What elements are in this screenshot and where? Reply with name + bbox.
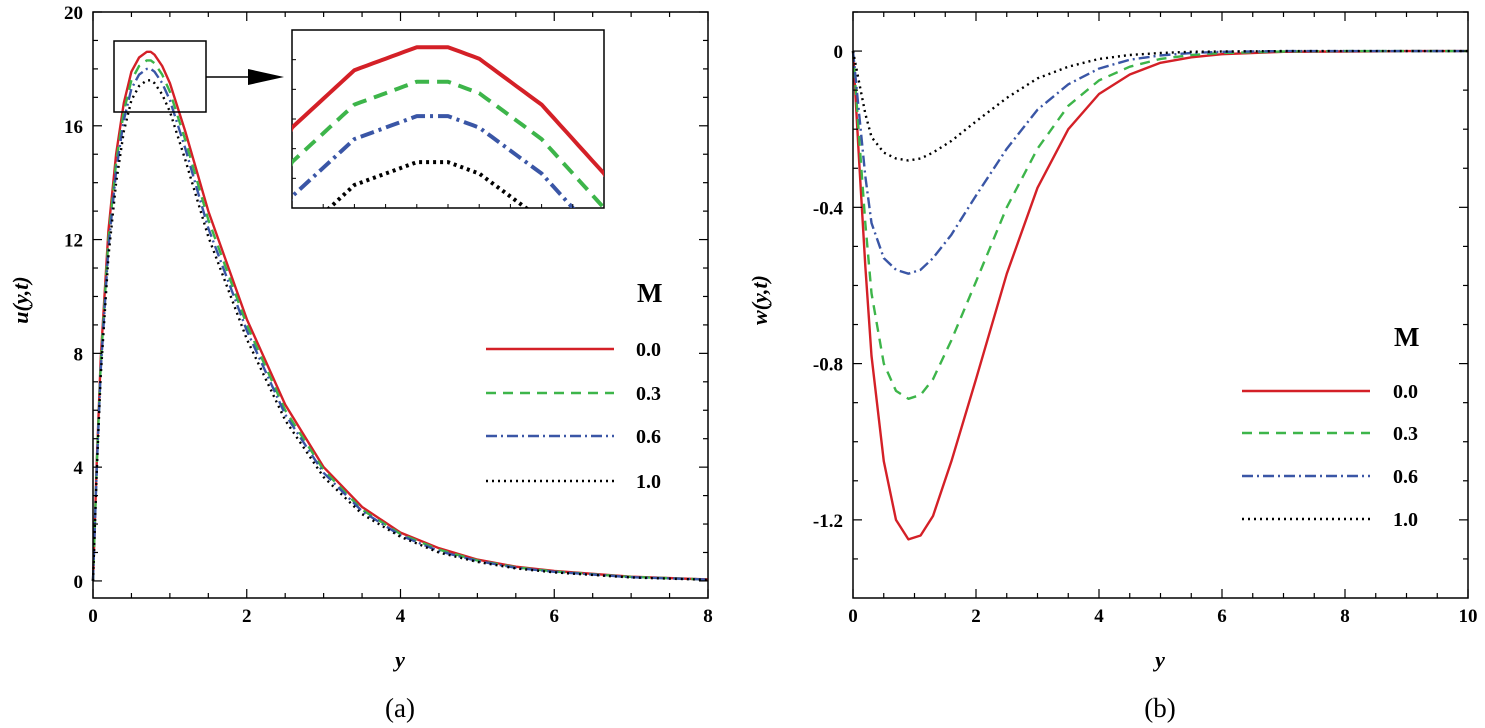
panel-a-legend-label-3: 1.0 bbox=[636, 471, 661, 493]
panel-a-inset bbox=[291, 29, 605, 209]
panel-a-ytick-label: 16 bbox=[64, 117, 83, 138]
panel-a-ytick-label: 0 bbox=[74, 572, 84, 593]
panel-a-legend-entries: 0.0 0.3 0.6 1.0 bbox=[486, 339, 661, 493]
panel-b-legend-title: M bbox=[1394, 322, 1419, 352]
panel-b-series-0-line bbox=[851, 49, 1468, 541]
panel-a-ytick-label: 8 bbox=[74, 344, 84, 365]
panel-a-legend-label-0: 0.0 bbox=[636, 339, 661, 361]
panel-a-xtick-label: 8 bbox=[703, 606, 713, 627]
panel-b-caption: (b) bbox=[1144, 693, 1175, 723]
panel-a-ytick-label: 12 bbox=[64, 231, 83, 252]
panel-a-inset-curves bbox=[292, 45, 604, 208]
panel-b-curves bbox=[851, 49, 1468, 541]
panel-b-xtick-label: 8 bbox=[1340, 606, 1350, 627]
panel-a-inset-ticks bbox=[291, 29, 605, 209]
panel-b-series-3-line bbox=[851, 49, 1468, 162]
panel-b-ytick-label: -0.8 bbox=[813, 355, 843, 376]
panel-a-inset-series-2-line bbox=[292, 114, 576, 208]
panel-a-series-0-line bbox=[91, 50, 709, 581]
panel-b-xtick-label: 10 bbox=[1459, 606, 1478, 627]
panel-b-series-2-line bbox=[851, 49, 1468, 275]
panel-b-legend-label-1: 0.3 bbox=[1393, 423, 1418, 445]
panel-a-caption: (a) bbox=[385, 693, 415, 723]
panel-a-xlabel: y bbox=[392, 647, 405, 672]
panel-a-zoom-arrowhead bbox=[248, 69, 284, 85]
panel-b-xtick-label: 4 bbox=[1094, 606, 1104, 627]
panel-b-legend-entries: 0.0 0.3 0.6 1.0 bbox=[1242, 381, 1418, 531]
panel-b-legend-label-3: 1.0 bbox=[1393, 509, 1418, 531]
panel-a-ytick-label: 20 bbox=[64, 3, 83, 24]
panel-b-legend-label-2: 0.6 bbox=[1393, 466, 1418, 488]
panel-a-legend-label-2: 0.6 bbox=[636, 426, 661, 448]
panel-b: 0 2 4 6 8 100-0.4-0.8-1.2 y w(y,t) (b) M 0.00… bbox=[747, 11, 1478, 723]
panel-a-inset-series-0-line bbox=[292, 45, 604, 178]
panel-b-axes: 0 2 4 6 8 10 0 -0.4 -0.8 -1.2 bbox=[813, 11, 1478, 627]
panel-a-curves bbox=[91, 50, 709, 581]
panel-b-series-1-line bbox=[851, 49, 1468, 400]
panel-a-axes: 0 2 4 6 8 0 4 8 12 16 20 bbox=[64, 3, 713, 627]
panel-a-legend-label-1: 0.3 bbox=[636, 383, 661, 405]
panel-b-ytick-label: 0 bbox=[834, 42, 844, 63]
panel-a: 0 2 4 6 8 0 4 8 12 16 20 y u(y,t) (a) M 0.0 0.3 0.6 1… bbox=[8, 3, 713, 723]
panel-a-ytick-label: 4 bbox=[74, 458, 84, 479]
panel-a-xtick-label: 0 bbox=[88, 606, 98, 627]
panel-a-series-1-line bbox=[91, 59, 709, 581]
panel-b-xlabel: y bbox=[1152, 647, 1165, 672]
panel-a-legend: M 0.0 0.3 0.6 1.0 bbox=[486, 278, 662, 493]
panel-a-legend-title: M bbox=[637, 278, 662, 308]
panel-b-ytick-label: -1.2 bbox=[813, 511, 843, 532]
panel-b-xtick-label: 2 bbox=[971, 606, 981, 627]
panel-b-legend-label-0: 0.0 bbox=[1393, 381, 1418, 403]
panel-a-zoom-box bbox=[113, 40, 207, 113]
panel-b-legend: M 0.0 0.3 0.6 1.0 bbox=[1242, 322, 1419, 531]
panel-b-xtick-label: 0 bbox=[848, 606, 858, 627]
panel-a-xtick-label: 6 bbox=[550, 606, 560, 627]
panel-a-xtick-label: 2 bbox=[242, 606, 252, 627]
panel-b-ytick-label: -0.4 bbox=[813, 198, 844, 219]
panel-a-series-2-line bbox=[91, 67, 709, 581]
panel-b-xtick-label: 6 bbox=[1217, 606, 1227, 627]
panel-a-xtick-label: 4 bbox=[396, 606, 406, 627]
panel-b-ylabel: w(y,t) bbox=[747, 275, 772, 325]
panel-a-inset-series-1-line bbox=[292, 79, 604, 208]
panel-a-ylabel: u(y,t) bbox=[8, 276, 33, 323]
panel-b-frame bbox=[852, 11, 1469, 599]
